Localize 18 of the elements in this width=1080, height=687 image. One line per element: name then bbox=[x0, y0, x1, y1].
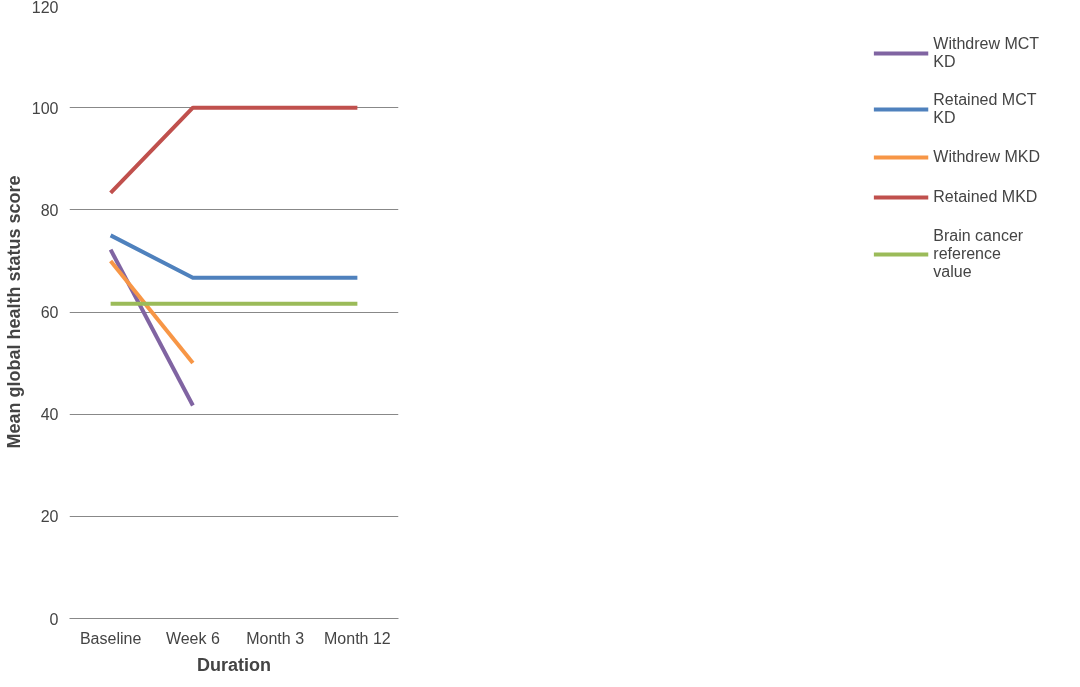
y-tick-label: 40 bbox=[40, 406, 59, 424]
legend-label: Retained MCT KD bbox=[933, 91, 1037, 127]
y-tick-label: 100 bbox=[31, 99, 59, 117]
y-tick-label: 120 bbox=[31, 0, 59, 16]
legend-label: Brain cancer reference value bbox=[933, 227, 1024, 281]
x-axis-title: Duration bbox=[197, 654, 271, 675]
legend-label: Retained MKD bbox=[933, 188, 1038, 206]
x-tick-label: Month 12 bbox=[324, 629, 391, 647]
x-tick-label: Month 3 bbox=[246, 629, 305, 647]
y-tick-label: 20 bbox=[40, 508, 59, 526]
x-tick-label: Baseline bbox=[79, 629, 142, 647]
y-axis-title: Mean global health status score bbox=[3, 175, 24, 449]
legend-label: Withdrew MKD bbox=[933, 148, 1040, 166]
legend-label: Withdrew MCT KD bbox=[933, 35, 1040, 71]
y-tick-label: 0 bbox=[49, 610, 59, 628]
x-tick-label: Week 6 bbox=[165, 629, 220, 647]
y-tick-label: 60 bbox=[40, 304, 59, 321]
y-tick-label: 80 bbox=[40, 201, 59, 219]
